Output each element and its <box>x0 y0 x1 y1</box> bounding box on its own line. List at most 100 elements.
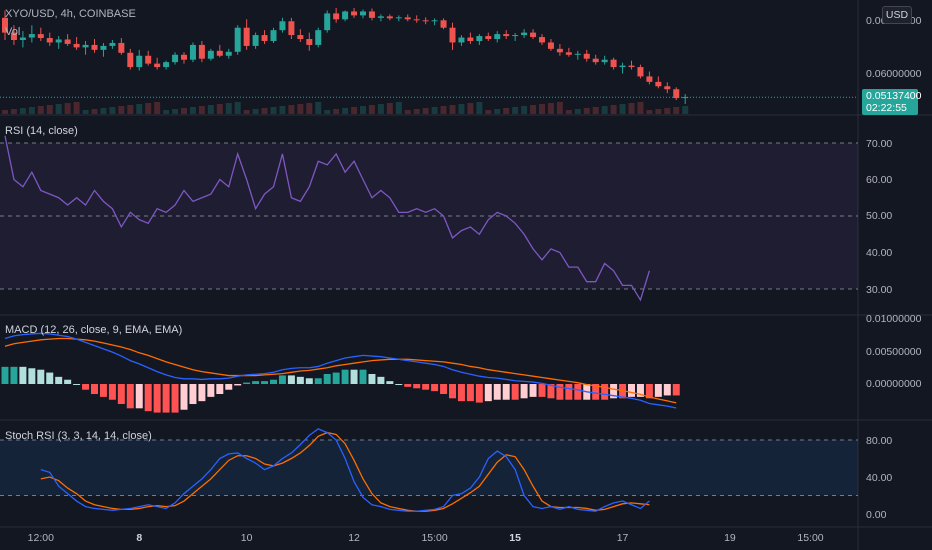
candle-body <box>476 36 483 41</box>
macd-histogram-bar <box>261 381 269 384</box>
volume-bar <box>610 105 617 114</box>
volume-bar <box>494 109 501 114</box>
rsi-tick-label: 60.00 <box>866 174 892 186</box>
macd-histogram-bar <box>466 384 474 402</box>
candle-body <box>198 44 205 59</box>
volume-bar <box>2 110 8 114</box>
candle-body <box>154 63 161 68</box>
macd-histogram-bar <box>144 384 152 412</box>
candle-body <box>109 42 116 46</box>
candle-body <box>252 35 259 46</box>
time-axis-label: 17 <box>617 532 629 544</box>
volume-bar <box>198 106 205 114</box>
candle-body <box>521 32 528 36</box>
volume-bar <box>91 109 98 114</box>
stoch-rsi-pane <box>40 428 650 512</box>
candle-body <box>127 52 134 68</box>
macd-histogram-bar <box>234 384 242 386</box>
volume-bar <box>395 102 402 114</box>
macd-tick-label: 0.01000000 <box>866 313 922 325</box>
volume-bar <box>297 104 304 114</box>
indicator-bands <box>0 142 858 496</box>
volume-bars <box>2 102 689 114</box>
candle-body <box>82 44 89 48</box>
candle-body <box>181 54 187 60</box>
macd-histogram-bar <box>422 384 430 390</box>
price-tick-label: 0.06000000 <box>866 68 922 80</box>
macd-histogram-bar <box>28 368 36 384</box>
candle-body <box>458 37 465 43</box>
macd-histogram-bar <box>350 369 358 384</box>
candle-body <box>583 53 590 59</box>
candle-body <box>404 17 411 20</box>
volume-bar <box>619 104 626 114</box>
currency-button[interactable]: USD <box>882 6 912 24</box>
time-axis-label: 19 <box>724 532 736 544</box>
candle-body <box>100 45 107 50</box>
volume-bar <box>476 102 483 114</box>
volume-bar <box>646 110 653 114</box>
macd-histogram-bar <box>135 384 143 409</box>
volume-bar <box>655 109 662 114</box>
candle-body <box>279 21 286 31</box>
rsi-title: RSI (14, close) <box>5 125 78 137</box>
candle-body <box>172 54 179 63</box>
rsi-tick-label: 30.00 <box>866 284 892 296</box>
macd-histogram-bar <box>502 384 510 400</box>
candle-body <box>342 11 349 20</box>
candle-body <box>592 58 599 63</box>
candle-body <box>73 43 80 48</box>
stoch-tick-label: 40.00 <box>866 472 892 484</box>
macd-histogram-bar <box>171 384 179 413</box>
candle-body <box>610 59 617 68</box>
candle-body <box>28 34 35 38</box>
candle-body <box>136 55 143 68</box>
volume-bar <box>333 109 340 114</box>
volume-bar <box>565 110 572 114</box>
volume-bar <box>664 108 671 114</box>
volume-bar <box>234 102 241 114</box>
volume-bar <box>637 102 644 114</box>
candle-body <box>118 42 125 53</box>
volume-bar <box>673 107 680 114</box>
macd-histogram-bar <box>287 375 295 384</box>
macd-histogram-bar <box>296 376 304 384</box>
time-axis-label: 8 <box>136 532 142 544</box>
macd-histogram-bar <box>484 384 492 402</box>
axes: 12:00 8 10 12 15:00 15 17 19 15:00 <box>28 532 824 544</box>
macd-histogram-bar <box>64 379 72 384</box>
stoch-tick-label: 0.00 <box>866 509 887 521</box>
macd-tick-label: 0.00500000 <box>866 346 922 358</box>
candle-body <box>673 89 680 99</box>
candle-body <box>46 38 53 43</box>
candle-body <box>440 20 447 28</box>
candle-body <box>261 35 268 41</box>
macd-histogram-bar <box>126 384 134 409</box>
macd-histogram-bar <box>108 384 116 400</box>
macd-histogram-bar <box>538 384 546 397</box>
candle-body <box>333 13 340 20</box>
candle-body <box>270 30 277 41</box>
macd-histogram-bar <box>207 384 215 397</box>
candle-body <box>377 16 384 18</box>
candle-body <box>37 34 44 39</box>
time-axis-label: 15:00 <box>797 532 823 544</box>
macd-histogram-bar <box>252 381 260 384</box>
volume-bar <box>252 109 259 114</box>
macd-histogram-bar <box>162 384 170 413</box>
volume-bar <box>628 103 635 114</box>
candle-body <box>655 81 662 87</box>
macd-histogram-bar <box>46 372 54 384</box>
macd-histogram-bar <box>10 366 18 384</box>
volume-bar <box>342 108 349 114</box>
macd-histogram-bar <box>395 384 403 385</box>
volume-bar <box>207 105 214 114</box>
macd-histogram-bar <box>189 384 197 405</box>
macd-histogram-bar <box>610 384 618 399</box>
volume-bar <box>377 104 384 114</box>
candle-body <box>601 59 608 63</box>
macd-histogram-bar <box>153 384 161 413</box>
volume-bar <box>270 107 277 114</box>
candle-body <box>324 13 331 31</box>
